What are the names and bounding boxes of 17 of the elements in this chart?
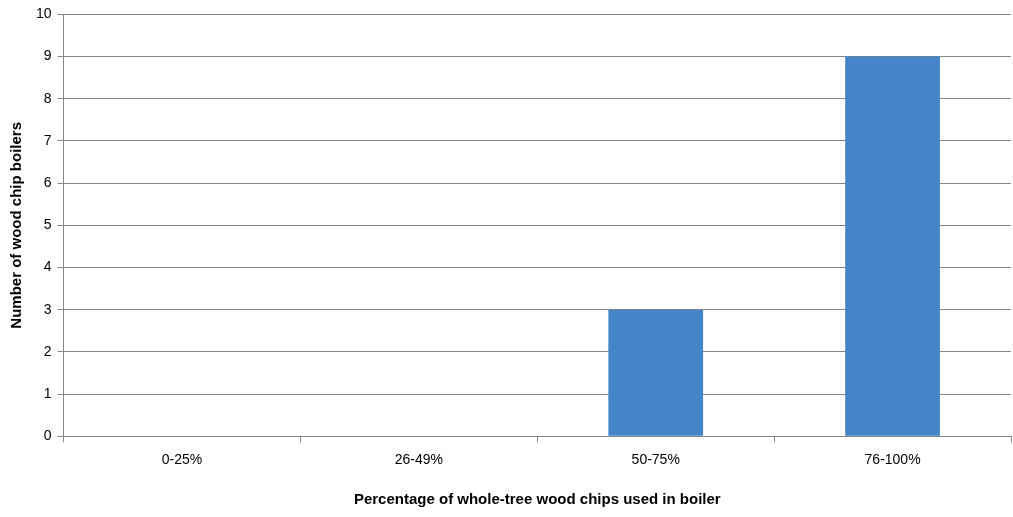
x-tick-label: 76-100% bbox=[864, 451, 921, 468]
y-tick-label: 0 bbox=[43, 427, 52, 444]
y-axis-title: Number of wood chip boilers bbox=[7, 121, 25, 329]
y-tick-label: 10 bbox=[35, 5, 52, 22]
x-axis-title: Percentage of whole-tree wood chips used in boiler bbox=[353, 490, 721, 508]
y-tick-label: 9 bbox=[43, 47, 52, 64]
y-tick-label: 6 bbox=[43, 173, 52, 190]
y-tick-label: 8 bbox=[43, 89, 52, 106]
y-tick-label: 2 bbox=[43, 342, 52, 359]
x-tick-label: 0-25% bbox=[161, 451, 203, 468]
x-tick-label: 50-75% bbox=[631, 451, 680, 468]
x-tick-label: 26-49% bbox=[394, 451, 443, 468]
y-tick-label: 7 bbox=[43, 131, 52, 148]
y-tick-label: 4 bbox=[43, 258, 52, 275]
y-tick-label: 1 bbox=[43, 384, 52, 401]
y-tick-label: 3 bbox=[43, 300, 52, 317]
y-tick-label: 5 bbox=[43, 216, 52, 233]
